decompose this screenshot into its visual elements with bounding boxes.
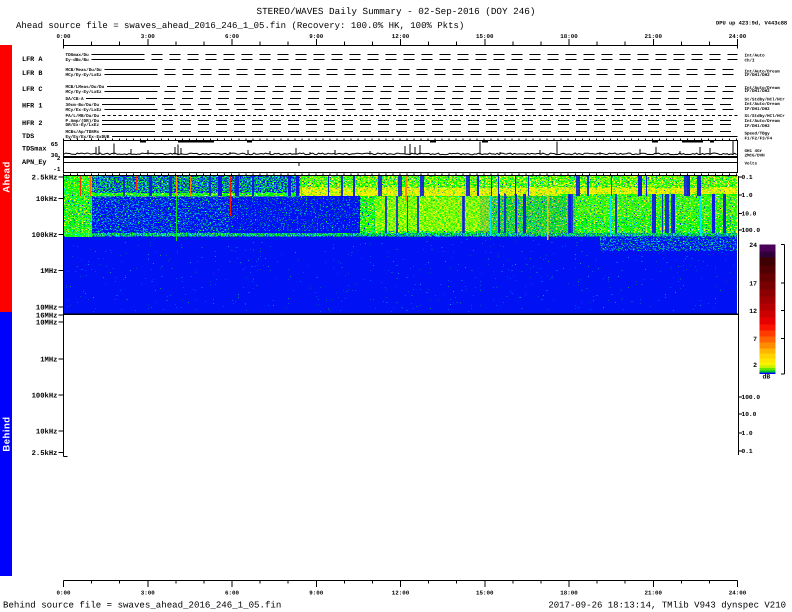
svg-text:7: 7 <box>753 336 757 343</box>
svg-text:2MCG/DVH: 2MCG/DVH <box>745 153 766 159</box>
svg-text:HFR 1: HFR 1 <box>22 102 42 110</box>
svg-text:9:00: 9:00 <box>309 590 323 597</box>
svg-text:2: 2 <box>753 362 757 369</box>
svg-text:12: 12 <box>749 308 757 315</box>
svg-text:0:00: 0:00 <box>57 33 71 40</box>
svg-text:dB: dB <box>763 374 771 381</box>
svg-text:HFR 2: HFR 2 <box>22 120 42 128</box>
svg-text:IF/DH1/DH2: IF/DH1/DH2 <box>745 106 771 112</box>
svg-text:MCB/LMeas/Du/Du: MCB/LMeas/Du/Du <box>66 84 105 90</box>
svg-text:St/Stdby/HCl/HCr: St/Stdby/HCl/HCr <box>745 96 786 102</box>
svg-text:Behind: Behind <box>2 416 13 451</box>
svg-text:2: 2 <box>57 155 61 162</box>
svg-text:12:00: 12:00 <box>392 590 410 597</box>
svg-text:LFR C: LFR C <box>22 86 42 94</box>
svg-text:10kHz: 10kHz <box>36 195 58 204</box>
svg-text:6:00: 6:00 <box>225 590 239 597</box>
svg-text:12:00: 12:00 <box>392 33 410 40</box>
svg-text:15:00: 15:00 <box>476 33 494 40</box>
svg-text:100.0: 100.0 <box>742 227 761 234</box>
svg-text:IF/DH1/DH2: IF/DH1/DH2 <box>745 123 771 129</box>
svg-text:2017-09-26 18:13:14, TMlib V94: 2017-09-26 18:13:14, TMlib V943 dynspec … <box>548 601 786 611</box>
svg-text:Int/Auto: Int/Auto <box>745 52 766 58</box>
svg-text:Ahead: Ahead <box>2 161 13 193</box>
svg-text:16MHz: 16MHz <box>36 313 58 321</box>
svg-text:Behind source file = swaves_ah: Behind source file = swaves_ahead_2016_2… <box>3 600 281 611</box>
svg-text:9:00: 9:00 <box>309 33 323 40</box>
svg-text:TDSmax/Du: TDSmax/Du <box>66 52 90 58</box>
svg-text:LFR B: LFR B <box>22 70 42 78</box>
svg-text:Int/Auto/Dream: Int/Auto/Dream <box>745 118 781 124</box>
svg-text:Volts: Volts <box>745 160 758 166</box>
svg-text:0.1: 0.1 <box>742 174 753 181</box>
svg-text:100kHz: 100kHz <box>32 392 58 401</box>
svg-text:F1/F2/F3/F4: F1/F2/F3/F4 <box>745 136 773 142</box>
svg-text:STEREO/WAVES Daily Summary - 0: STEREO/WAVES Daily Summary - 02-Sep-2016… <box>257 6 536 17</box>
svg-text:Speed/TBgy: Speed/TBgy <box>745 131 771 137</box>
svg-text:Ch/I: Ch/I <box>745 58 756 64</box>
svg-text:21:00: 21:00 <box>645 590 663 597</box>
svg-text:24:00: 24:00 <box>729 33 747 40</box>
svg-text:24: 24 <box>749 242 757 249</box>
svg-text:Ey-dBc/Bu: Ey-dBc/Bu <box>66 57 90 63</box>
svg-text:MCy/Ey-Ey/LxEz: MCy/Ey-Ey/LxEz <box>66 72 103 78</box>
svg-text:DR/Ex-Ey/LxEz: DR/Ex-Ey/LxEz <box>66 122 100 128</box>
svg-text:17: 17 <box>749 281 757 288</box>
svg-text:LFR A: LFR A <box>22 56 43 64</box>
svg-text:10.0: 10.0 <box>742 411 757 418</box>
svg-text:10.0: 10.0 <box>742 211 757 218</box>
svg-text:IF/DH1/DH2: IF/DH1/DH2 <box>745 88 771 94</box>
svg-text:24:00: 24:00 <box>729 590 747 597</box>
svg-text:3:00: 3:00 <box>141 33 155 40</box>
svg-text:Int/Auto/Dream: Int/Auto/Dream <box>745 85 781 91</box>
svg-text:MCBs/Ap/TDSMx: MCBs/Ap/TDSMx <box>66 129 100 135</box>
svg-text:18:00: 18:00 <box>560 33 578 40</box>
svg-text:PA/L/MB/Du/Du: PA/L/MB/Du/Du <box>66 113 100 119</box>
svg-text:-1: -1 <box>53 166 61 173</box>
svg-text:DPU up 423:9d, V443c88: DPU up 423:9d, V443c88 <box>716 21 787 27</box>
svg-text:30cm-Bo/Du/Du: 30cm-Bo/Du/Du <box>66 102 100 108</box>
svg-text:Ahead source file = swaves_ahe: Ahead source file = swaves_ahead_2016_24… <box>16 21 464 31</box>
svg-text:St/Stdby/HCl/HCr: St/Stdby/HCl/HCr <box>745 113 786 119</box>
svg-text:100kHz: 100kHz <box>32 231 58 240</box>
svg-text:0.1: 0.1 <box>742 448 753 455</box>
svg-text:2.5kHz: 2.5kHz <box>32 449 58 458</box>
svg-text:MCy/Ex-Ey/LxEz: MCy/Ex-Ey/LxEz <box>66 107 103 113</box>
svg-text:18:00: 18:00 <box>560 590 578 597</box>
svg-text:Int/Auto/Dream: Int/Auto/Dream <box>745 101 781 107</box>
svg-text:1.0: 1.0 <box>742 430 753 437</box>
svg-text:10MHz: 10MHz <box>36 305 58 313</box>
svg-text:21:00: 21:00 <box>645 33 663 40</box>
svg-text:Int/Auto/Dream: Int/Auto/Dream <box>745 69 781 75</box>
svg-text:15:00: 15:00 <box>476 590 494 597</box>
svg-text:1MHz: 1MHz <box>40 268 57 276</box>
svg-text:2.5kHz: 2.5kHz <box>32 174 58 183</box>
svg-text:0:00: 0:00 <box>57 590 71 597</box>
svg-text:MCy/Ey-Ey/LxEz: MCy/Ey-Ey/LxEz <box>66 89 103 95</box>
svg-text:MCB/Meas/Du/Du: MCB/Meas/Du/Du <box>66 67 103 73</box>
svg-text:APN_Ey: APN_Ey <box>22 159 46 167</box>
svg-text:65: 65 <box>51 141 59 148</box>
svg-text:Ey/Ey/Ex/Ex-ExDUB: Ey/Ey/Ex/Ex-ExDUB <box>66 134 110 140</box>
svg-text:3:00: 3:00 <box>141 590 155 597</box>
svg-text:GH1 4Gr: GH1 4Gr <box>745 149 763 154</box>
svg-text:TDSmax: TDSmax <box>22 145 46 153</box>
svg-text:1.0: 1.0 <box>742 192 753 199</box>
svg-text:10kHz: 10kHz <box>36 428 58 437</box>
svg-text:6:00: 6:00 <box>225 33 239 40</box>
svg-text:1MHz: 1MHz <box>40 357 57 365</box>
svg-text:TDS: TDS <box>22 133 34 141</box>
svg-text:IF/DH1/DH2: IF/DH1/DH2 <box>745 72 771 78</box>
svg-text:10MHz: 10MHz <box>36 320 58 328</box>
svg-text:DA/CB-A: DA/CB-A <box>66 96 84 102</box>
svg-text:100.0: 100.0 <box>742 394 761 401</box>
svg-text:P.Amp/(DR)/Du: P.Amp/(DR)/Du <box>66 118 100 124</box>
svg-text:30: 30 <box>51 152 59 159</box>
